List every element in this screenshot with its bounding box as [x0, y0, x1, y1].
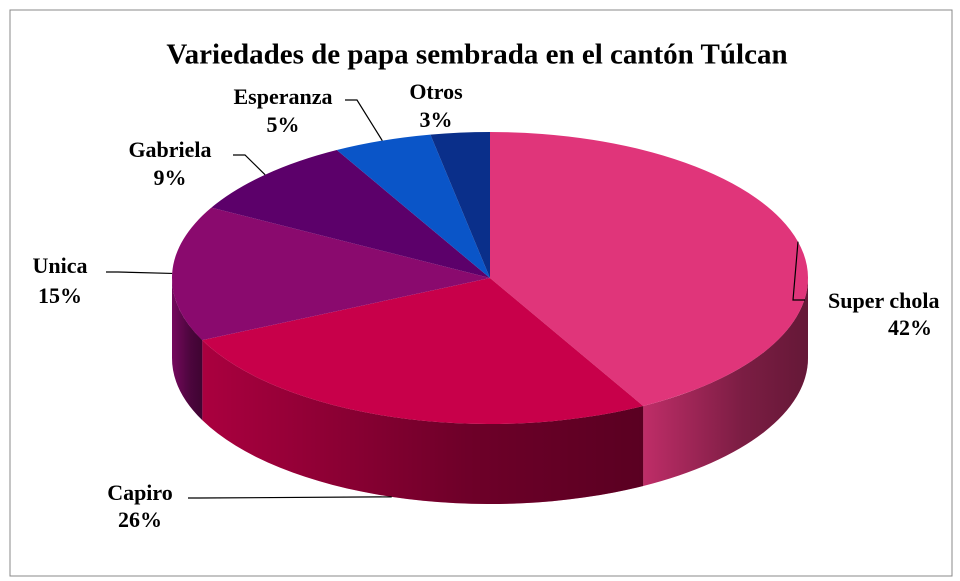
slice-label: Capiro [107, 480, 173, 505]
slice-label: Gabriela [128, 137, 211, 162]
slice-value-label: 9% [154, 165, 187, 190]
slice-value-label: 42% [888, 315, 932, 340]
chart-title: Variedades de papa sembrada en el cantón… [166, 39, 787, 71]
leader-line [106, 271, 173, 275]
leader-line [792, 241, 805, 301]
slice [430, 132, 490, 278]
slice [211, 150, 490, 278]
side-shade [172, 278, 203, 421]
slice-label: Otros [409, 79, 463, 104]
leader-line [188, 496, 392, 499]
side-shade [643, 278, 808, 486]
slice [336, 134, 490, 278]
slice [172, 207, 490, 341]
leader-line [233, 154, 266, 176]
slice-label: Esperanza [234, 84, 333, 109]
leader-line [345, 99, 383, 141]
slice [490, 132, 809, 406]
slice-value-label: 3% [420, 107, 453, 132]
slice-value-label: 5% [267, 112, 300, 137]
slice-label: Super chola [828, 288, 939, 313]
slice-value-label: 26% [118, 507, 162, 532]
side-shade [202, 340, 644, 504]
slice [202, 278, 644, 424]
slice-value-label: 15% [38, 283, 82, 308]
slice-label: Unica [33, 253, 88, 278]
